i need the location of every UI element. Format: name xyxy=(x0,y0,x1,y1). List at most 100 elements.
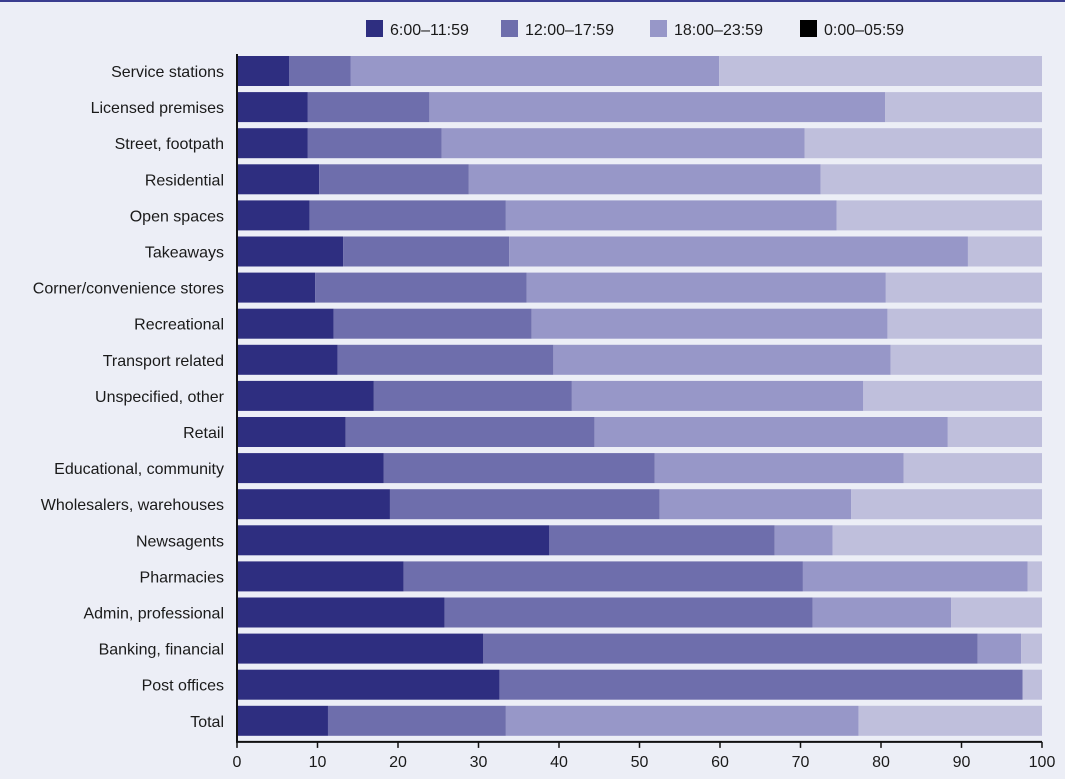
bar-retail-series-2 xyxy=(345,417,595,447)
bar-banking-financial-series-3 xyxy=(977,633,1022,664)
axes xyxy=(236,54,1043,748)
legend: 6:00–11:59 12:00–17:59 18:00–23:59 0:00–05:… xyxy=(366,20,904,39)
x-tick-label-30: 30 xyxy=(470,754,488,771)
x-tick-label-20: 20 xyxy=(389,754,407,771)
x-tick-label-40: 40 xyxy=(550,754,568,771)
bar-recreational-series-3 xyxy=(531,308,888,339)
bar-recreational-series-4 xyxy=(887,308,1042,339)
category-label-pharmacies: Pharmacies xyxy=(140,569,224,586)
x-tick-label-60: 60 xyxy=(711,754,729,771)
legend-swatch-1 xyxy=(366,20,383,37)
legend-swatch-4 xyxy=(800,20,817,37)
category-label-residential: Residential xyxy=(145,172,224,189)
bar-takeaways-series-4 xyxy=(967,236,1042,267)
bar-recreational-series-2 xyxy=(333,308,532,339)
legend-swatch-3 xyxy=(650,20,667,37)
bar-corner-convenience-stores-series-4 xyxy=(885,272,1042,303)
bar-post-offices-series-2 xyxy=(499,669,1023,700)
category-label-corner-convenience-stores: Corner/convenience stores xyxy=(33,281,224,298)
bar-transport-related-series-4 xyxy=(890,344,1042,375)
bar-recreational-series-1 xyxy=(237,308,334,339)
bar-licensed-premises-series-3 xyxy=(429,92,886,123)
category-label-post-offices: Post offices xyxy=(142,678,224,695)
bar-transport-related-series-2 xyxy=(337,344,554,375)
category-label-open-spaces: Open spaces xyxy=(130,208,224,225)
bar-service-stations-series-4 xyxy=(719,56,1042,86)
bar-open-spaces-series-3 xyxy=(505,200,837,231)
bar-admin-professional-series-2 xyxy=(444,597,813,628)
top-rule xyxy=(0,0,1065,2)
x-tick-label-50: 50 xyxy=(631,754,649,771)
bar-takeaways-series-3 xyxy=(509,236,968,267)
bar-newsagents-series-4 xyxy=(832,525,1042,556)
bar-residential-series-4 xyxy=(820,164,1043,195)
bar-total-series-2 xyxy=(327,705,506,736)
bar-educational-community-series-4 xyxy=(903,453,1042,484)
bar-wholesalers-warehouses-series-4 xyxy=(851,489,1042,520)
bar-total-series-3 xyxy=(505,705,859,736)
bar-service-stations-series-3 xyxy=(350,56,720,86)
bar-newsagents-series-3 xyxy=(774,525,833,556)
bar-newsagents-series-1 xyxy=(237,525,550,556)
bar-transport-related-series-1 xyxy=(237,344,338,375)
category-label-newsagents: Newsagents xyxy=(136,533,224,550)
category-label-transport-related: Transport related xyxy=(103,353,224,370)
category-label-banking-financial: Banking, financial xyxy=(99,642,224,659)
bar-open-spaces-series-1 xyxy=(237,200,310,231)
category-label-licensed-premises: Licensed premises xyxy=(91,100,224,117)
bar-licensed-premises-series-1 xyxy=(237,92,308,123)
x-tick-label-100: 100 xyxy=(1029,754,1056,771)
category-label-retail: Retail xyxy=(183,425,224,442)
bar-wholesalers-warehouses-series-1 xyxy=(237,489,390,520)
legend-label-1: 6:00–11:59 xyxy=(390,22,469,39)
x-tick-label-70: 70 xyxy=(792,754,810,771)
category-label-wholesalers-warehouses: Wholesalers, warehouses xyxy=(41,497,224,514)
category-labels: Service stations Licensed premises Street,… xyxy=(33,64,225,731)
bar-residential-series-1 xyxy=(237,164,320,195)
category-label-takeaways: Takeaways xyxy=(145,245,224,262)
bar-residential-series-3 xyxy=(468,164,821,195)
bar-retail-series-4 xyxy=(947,417,1042,447)
bar-unspecified-other-series-2 xyxy=(373,380,572,411)
bar-pharmacies-series-3 xyxy=(802,561,1028,592)
bar-admin-professional-series-3 xyxy=(812,597,952,628)
legend-label-2: 12:00–17:59 xyxy=(525,22,614,39)
bar-educational-community-series-2 xyxy=(383,453,655,484)
bar-educational-community-series-3 xyxy=(654,453,904,484)
bar-service-stations-series-1 xyxy=(237,56,290,86)
bar-transport-related-series-3 xyxy=(553,344,891,375)
x-tick-label-10: 10 xyxy=(309,754,327,771)
x-tick-label-80: 80 xyxy=(872,754,890,771)
category-label-admin-professional: Admin, professional xyxy=(83,606,224,623)
bar-service-stations-series-2 xyxy=(289,56,351,86)
category-label-educational-community: Educational, community xyxy=(54,461,224,478)
bar-corner-convenience-stores-series-1 xyxy=(237,272,316,303)
legend-label-4: 0:00–05:59 xyxy=(824,22,904,39)
bar-unspecified-other-series-4 xyxy=(863,380,1042,411)
bar-residential-series-2 xyxy=(319,164,469,195)
bar-post-offices-series-1 xyxy=(237,669,500,700)
x-tick-label-90: 90 xyxy=(953,754,971,771)
bars xyxy=(237,56,1043,736)
bar-corner-convenience-stores-series-3 xyxy=(526,272,886,303)
bar-pharmacies-series-4 xyxy=(1027,561,1042,592)
x-tick-labels: 0 10 20 30 40 50 60 70 80 90 100 xyxy=(233,754,1056,771)
bar-unspecified-other-series-1 xyxy=(237,380,374,411)
bar-educational-community-series-1 xyxy=(237,453,384,484)
bar-banking-financial-series-1 xyxy=(237,633,484,664)
bar-street-footpath-series-4 xyxy=(804,128,1042,159)
bar-pharmacies-series-1 xyxy=(237,561,404,592)
category-label-street-footpath: Street, footpath xyxy=(115,136,224,153)
bar-admin-professional-series-1 xyxy=(237,597,445,628)
bar-total-series-1 xyxy=(237,705,328,736)
bar-licensed-premises-series-2 xyxy=(307,92,430,123)
bar-corner-convenience-stores-series-2 xyxy=(315,272,527,303)
legend-label-3: 18:00–23:59 xyxy=(674,22,763,39)
category-label-total: Total xyxy=(190,714,224,731)
bar-street-footpath-series-1 xyxy=(237,128,308,159)
bar-takeaways-series-2 xyxy=(343,236,510,267)
bar-retail-series-3 xyxy=(594,417,948,447)
bar-banking-financial-series-4 xyxy=(1021,633,1042,664)
